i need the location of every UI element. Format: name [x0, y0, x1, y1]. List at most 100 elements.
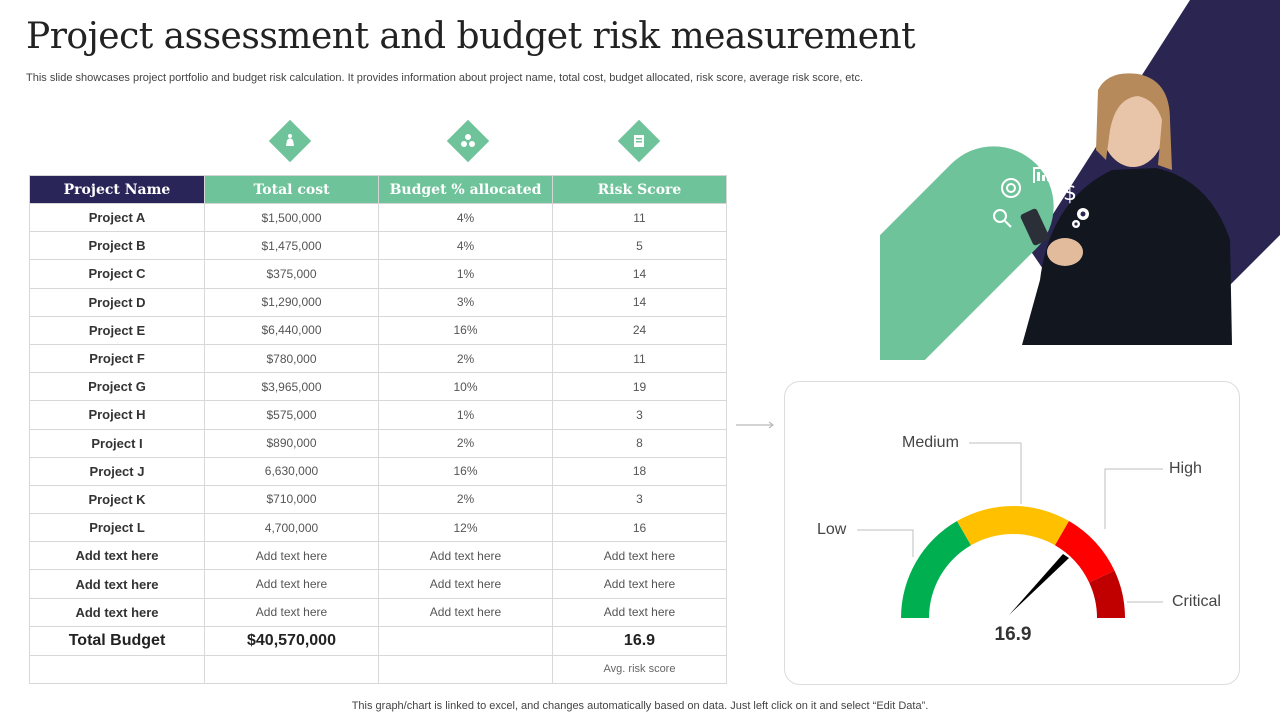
- cell-budget-allocated: Add text here: [378, 541, 553, 571]
- project-table: Project Name Total cost Budget % allocat…: [29, 175, 727, 684]
- table-row: Project D $1,290,000 3% 14: [29, 287, 727, 317]
- risk-gauge-card: Low Medium High Critical 16.9: [784, 381, 1240, 685]
- arrow-right-icon: [736, 421, 774, 429]
- cell-total-cost: $1,500,000: [204, 202, 379, 233]
- cell-project-name: Project A: [29, 202, 205, 233]
- cell-budget-allocated: 2%: [378, 484, 553, 515]
- header-budget-allocated: Budget % allocated: [378, 175, 553, 204]
- table-row: Project I $890,000 2% 8: [29, 428, 727, 458]
- gauge-value: 16.9: [994, 624, 1032, 645]
- cell-risk-score: 3: [552, 484, 727, 515]
- table-row: Project A $1,500,000 4% 11: [29, 202, 727, 233]
- gauge-segment-critical: [1089, 570, 1125, 618]
- cell-total-cost: $780,000: [204, 343, 379, 374]
- cell-project-name: Project I: [29, 428, 205, 458]
- cell-project-name: Project E: [29, 315, 205, 345]
- total-label: Total Budget: [29, 625, 205, 656]
- cell-risk-score: 24: [552, 315, 727, 345]
- cell-project-name: Project G: [29, 372, 205, 402]
- cell-budget-allocated: 16%: [378, 315, 553, 345]
- cell-project-name: Add text here: [29, 541, 205, 571]
- risk-gauge: [857, 442, 1163, 618]
- svg-text:$: $: [1063, 181, 1077, 206]
- cell-project-name: Project D: [29, 287, 205, 317]
- cell-total-cost: 4,700,000: [204, 513, 379, 543]
- cell-total-cost: $575,000: [204, 400, 379, 430]
- cell-budget-allocated: 10%: [378, 372, 553, 402]
- cell-risk-score: 16: [552, 513, 727, 543]
- cell-total-cost: $710,000: [204, 484, 379, 515]
- cell-total-cost: $1,290,000: [204, 287, 379, 317]
- cell-budget-allocated: 12%: [378, 513, 553, 543]
- header-project-name: Project Name: [29, 175, 205, 204]
- cell-risk-score: 8: [552, 428, 727, 458]
- cell-total-cost: $3,965,000: [204, 372, 379, 402]
- cell-project-name: Project L: [29, 513, 205, 543]
- gauge-segment-high: [1055, 521, 1115, 583]
- table-header-row: Project Name Total cost Budget % allocat…: [29, 175, 727, 204]
- total-cost: $40,570,000: [204, 625, 379, 656]
- cell-risk-score: Add text here: [552, 541, 727, 571]
- gauge-label-critical: Critical: [1172, 593, 1221, 610]
- cell-project-name: Add text here: [29, 597, 205, 627]
- cell-risk-score: 14: [552, 259, 727, 289]
- avg-row: Avg. risk score: [29, 654, 727, 684]
- cell-project-name: Project H: [29, 400, 205, 430]
- cell-risk-score: 11: [552, 343, 727, 374]
- table-row: Project C $375,000 1% 14: [29, 259, 727, 289]
- table-row: Project F $780,000 2% 11: [29, 343, 727, 374]
- cell-budget-allocated: 16%: [378, 456, 553, 486]
- total-risk: 16.9: [552, 625, 727, 656]
- cell-risk-score: 11: [552, 202, 727, 233]
- cell-risk-score: 14: [552, 287, 727, 317]
- total-row: Total Budget $40,570,000 16.9: [29, 625, 727, 656]
- table-row: Project B $1,475,000 4% 5: [29, 231, 727, 261]
- gauge-label-medium: Medium: [902, 434, 959, 451]
- total-allocated: [378, 625, 553, 656]
- risk-icon: [617, 119, 661, 163]
- gauge-label-high: High: [1169, 460, 1202, 477]
- cell-project-name: Project C: [29, 259, 205, 289]
- cell-total-cost: $1,475,000: [204, 231, 379, 261]
- allocation-icon: [446, 119, 490, 163]
- header-total-cost: Total cost: [204, 175, 379, 204]
- cell-budget-allocated: 1%: [378, 259, 553, 289]
- gauge-segment-low: [901, 521, 971, 618]
- table-row: Project J 6,630,000 16% 18: [29, 456, 727, 486]
- cell-budget-allocated: 2%: [378, 343, 553, 374]
- cell-project-name: Project J: [29, 456, 205, 486]
- table-row: Project K $710,000 2% 3: [29, 484, 727, 515]
- cell-risk-score: 3: [552, 400, 727, 430]
- table-row: Project G $3,965,000 10% 19: [29, 372, 727, 402]
- decorative-illustration: $: [880, 0, 1280, 360]
- table-row: Add text here Add text here Add text here A…: [29, 569, 727, 599]
- cell-budget-allocated: 3%: [378, 287, 553, 317]
- gauge-segment-medium: [957, 506, 1069, 546]
- cell-risk-score: 5: [552, 231, 727, 261]
- gauge-label-low: Low: [817, 521, 847, 538]
- cell-budget-allocated: Add text here: [378, 597, 553, 627]
- cell-project-name: Project K: [29, 484, 205, 515]
- cell-budget-allocated: 1%: [378, 400, 553, 430]
- cell-risk-score: Add text here: [552, 597, 727, 627]
- cell-total-cost: 6,630,000: [204, 456, 379, 486]
- cost-icon: [268, 119, 312, 163]
- cell-budget-allocated: 4%: [378, 202, 553, 233]
- cell-budget-allocated: 4%: [378, 231, 553, 261]
- cell-total-cost: $6,440,000: [204, 315, 379, 345]
- cell-total-cost: $375,000: [204, 259, 379, 289]
- cell-risk-score: 19: [552, 372, 727, 402]
- cell-total-cost: Add text here: [204, 569, 379, 599]
- cell-total-cost: $890,000: [204, 428, 379, 458]
- page-subtitle: This slide showcases project portfolio a…: [26, 72, 864, 84]
- table-row: Project L 4,700,000 12% 16: [29, 513, 727, 543]
- table-row: Add text here Add text here Add text here A…: [29, 597, 727, 627]
- table-row: Project E $6,440,000 16% 24: [29, 315, 727, 345]
- table-row: Project H $575,000 1% 3: [29, 400, 727, 430]
- cell-risk-score: 18: [552, 456, 727, 486]
- footnote: This graph/chart is linked to excel, and…: [351, 700, 929, 712]
- cell-budget-allocated: Add text here: [378, 569, 553, 599]
- avg-risk-label: Avg. risk score: [552, 654, 727, 684]
- cell-project-name: Project B: [29, 231, 205, 261]
- cell-risk-score: Add text here: [552, 569, 727, 599]
